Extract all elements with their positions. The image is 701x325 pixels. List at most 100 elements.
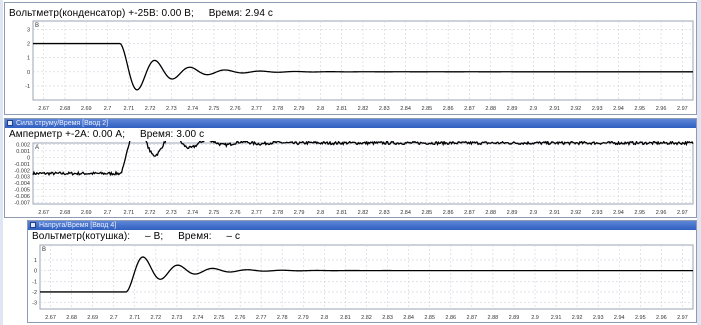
x-tick-label: 2.87 bbox=[466, 315, 477, 321]
x-tick-label: 2.89 bbox=[507, 210, 518, 216]
x-tick-label: 2.76 bbox=[235, 315, 246, 321]
voltmeter-coil-panel[interactable]: Напруга/Время [Ввод 4] Вольтметр(котушка… bbox=[27, 220, 697, 323]
window-titlebar[interactable]: Сила струму/Время [Ввод 2] bbox=[5, 119, 696, 128]
signal-trace bbox=[40, 256, 693, 293]
channel-name: Вольтметр(конденсатор) +-25В: bbox=[9, 8, 159, 19]
x-tick-label: 2.78 bbox=[272, 210, 283, 216]
voltage-chart[interactable]: 2.67 2.68 2.69 2.7 2.71 2.72 2.73 2.74 2.75 2.76 2… bbox=[5, 19, 696, 114]
x-tick-label: 2.8 bbox=[321, 315, 329, 321]
x-tick-label: 2.76 bbox=[230, 106, 241, 112]
x-tick-label: 2.7 bbox=[104, 106, 112, 112]
x-tick-label: 2.89 bbox=[509, 315, 520, 321]
y-tick-label: 0.001 bbox=[16, 149, 30, 155]
channel-name: Амперметр +-2А: bbox=[9, 129, 90, 140]
x-tick-label: 2.82 bbox=[361, 315, 372, 321]
x-tick-label: 2.85 bbox=[422, 106, 433, 112]
window-frame-right bbox=[697, 0, 701, 325]
x-tick-label: 2.72 bbox=[150, 315, 161, 321]
x-tick-label: 2.86 bbox=[443, 210, 454, 216]
x-tick-label: 2.7 bbox=[104, 210, 112, 216]
x-tick-label: 2.72 bbox=[145, 210, 156, 216]
x-tick-label: 2.67 bbox=[45, 315, 56, 321]
x-tick-label: 2.91 bbox=[549, 106, 560, 112]
x-tick-label: 2.71 bbox=[123, 106, 134, 112]
y-tick-label: -3 bbox=[32, 301, 37, 307]
x-tick-label: 2.83 bbox=[382, 315, 393, 321]
y-tick-label: 0 bbox=[27, 155, 30, 161]
ammeter-panel[interactable]: Сила струму/Время [Ввод 2] Амперметр +-2… bbox=[4, 118, 697, 218]
x-tick-label: 2.78 bbox=[277, 315, 288, 321]
time-value: 2.94 с bbox=[245, 8, 273, 19]
x-tick-label: 2.96 bbox=[656, 315, 667, 321]
x-tick-label: 2.91 bbox=[551, 315, 562, 321]
x-tick-label: 2.84 bbox=[403, 315, 414, 321]
x-tick-label: 2.84 bbox=[400, 210, 411, 216]
x-tick-label: 2.87 bbox=[464, 106, 475, 112]
x-tick-label: 2.69 bbox=[81, 210, 92, 216]
x-tick-label: 2.95 bbox=[634, 210, 645, 216]
window-title: Сила струму/Время [Ввод 2] bbox=[16, 120, 109, 127]
x-tick-label: 2.94 bbox=[613, 106, 624, 112]
coil-voltage-chart[interactable]: 2.67 2.68 2.69 2.7 2.71 2.72 2.73 2.74 2.75 2.76 2… bbox=[28, 243, 696, 322]
x-tick-label: 2.79 bbox=[298, 315, 309, 321]
y-tick-label: 3 bbox=[27, 27, 30, 33]
x-tick-label: 2.96 bbox=[656, 210, 667, 216]
y-tick-label: -0.005 bbox=[14, 188, 30, 194]
window-title: Напруга/Время [Ввод 4] bbox=[39, 222, 117, 229]
x-tick-label: 2.88 bbox=[485, 106, 496, 112]
plot-area bbox=[32, 20, 694, 101]
time-value: – с bbox=[226, 231, 241, 242]
y-tick-label: 0.002 bbox=[16, 142, 30, 148]
window-icon bbox=[7, 120, 13, 126]
y-tick-label: -1 bbox=[25, 84, 30, 90]
x-tick-label: 2.78 bbox=[272, 106, 283, 112]
x-tick-label: 2.74 bbox=[187, 210, 198, 216]
x-tick-label: 2.82 bbox=[358, 210, 369, 216]
y-tick-label: 1 bbox=[34, 258, 37, 264]
x-tick-label: 2.74 bbox=[187, 106, 198, 112]
x-tick-label: 2.94 bbox=[614, 315, 625, 321]
x-tick-label: 2.85 bbox=[422, 210, 433, 216]
x-tick-label: 2.93 bbox=[592, 106, 603, 112]
x-tick-label: 2.94 bbox=[613, 210, 624, 216]
unit-marker: А bbox=[35, 145, 39, 151]
x-tick-label: 2.92 bbox=[571, 106, 582, 112]
x-tick-label: 2.93 bbox=[592, 210, 603, 216]
x-tick-label: 2.87 bbox=[464, 210, 475, 216]
x-tick-label: 2.72 bbox=[145, 106, 156, 112]
x-tick-label: 2.71 bbox=[123, 210, 134, 216]
y-tick-label: 1 bbox=[27, 56, 30, 62]
x-tick-label: 2.69 bbox=[81, 106, 92, 112]
x-tick-label: 2.97 bbox=[677, 210, 688, 216]
x-tick-label: 2.73 bbox=[166, 210, 177, 216]
x-tick-label: 2.77 bbox=[256, 315, 267, 321]
x-tick-label: 2.88 bbox=[485, 210, 496, 216]
x-tick-label: 2.77 bbox=[251, 106, 262, 112]
x-tick-label: 2.92 bbox=[571, 210, 582, 216]
channel-value: – В; bbox=[145, 231, 164, 242]
y-tick-label: -0.002 bbox=[14, 168, 30, 174]
x-tick-label: 2.9 bbox=[531, 315, 539, 321]
x-tick-label: 2.91 bbox=[549, 210, 560, 216]
channel-readout: Вольтметр(котушка): – В; Время: – с bbox=[32, 231, 240, 242]
time-label: Время: bbox=[208, 8, 243, 19]
y-tick-label: -0.006 bbox=[14, 194, 30, 200]
y-tick-label: 2 bbox=[27, 42, 30, 48]
y-tick-label: -0.004 bbox=[14, 181, 30, 187]
x-tick-label: 2.8 bbox=[317, 106, 325, 112]
x-tick-label: 2.95 bbox=[634, 106, 645, 112]
x-tick-label: 2.69 bbox=[87, 315, 98, 321]
x-tick-label: 2.85 bbox=[424, 315, 435, 321]
channel-readout: Амперметр +-2А: 0.00 А; Время: 3.00 с bbox=[9, 129, 204, 140]
x-tick-label: 2.68 bbox=[60, 210, 71, 216]
window-titlebar[interactable]: Напруга/Время [Ввод 4] bbox=[28, 221, 696, 230]
x-tick-label: 2.81 bbox=[340, 315, 351, 321]
x-tick-label: 2.82 bbox=[358, 106, 369, 112]
x-tick-label: 2.74 bbox=[193, 315, 204, 321]
x-tick-label: 2.68 bbox=[60, 106, 71, 112]
voltmeter-capacitor-panel[interactable]: Вольтметр(конденсатор) +-25В: 0.00 В; Вр… bbox=[4, 2, 697, 115]
y-tick-label: -2 bbox=[32, 290, 37, 296]
current-chart[interactable]: 2.67 2.68 2.69 2.7 2.71 2.72 2.73 2.74 2.75 2.76 2… bbox=[5, 141, 696, 217]
y-tick-label: -0.003 bbox=[14, 175, 30, 181]
x-tick-label: 2.97 bbox=[677, 315, 688, 321]
